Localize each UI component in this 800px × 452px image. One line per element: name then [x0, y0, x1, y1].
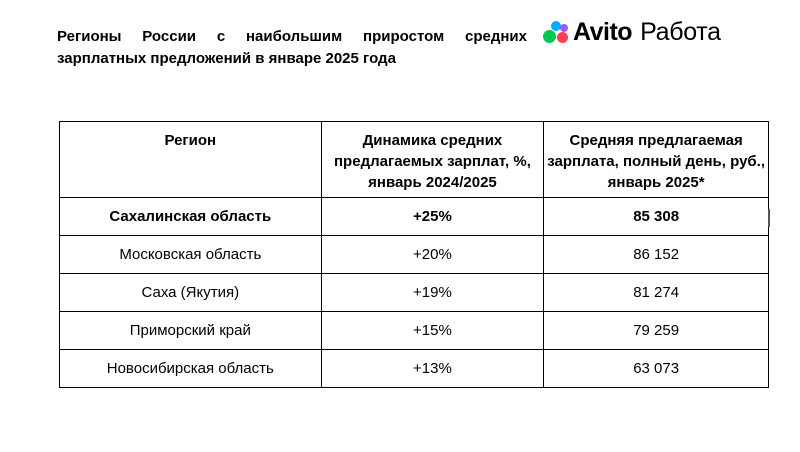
table-row: Приморский край +15% 79 259	[59, 311, 769, 350]
cell-dynamics: +15%	[320, 311, 545, 350]
page-title: Регионы России с наибольшим приростом ср…	[57, 28, 527, 67]
header-region: Регион	[59, 121, 322, 198]
table-row: Московская область +20% 86 152	[59, 235, 769, 274]
avito-dots-icon	[543, 19, 569, 45]
cell-dynamics: +25%	[320, 197, 545, 236]
cell-region: Новосибирская область	[59, 349, 322, 388]
cell-dynamics: +20%	[320, 235, 545, 274]
cell-region: Сахалинская область	[59, 197, 322, 236]
avito-rabota-logo: Avito Работа	[543, 16, 721, 48]
table-header-row: Регион Динамика средних предлагаемых зар…	[59, 121, 769, 198]
logo-brand: Avito	[573, 17, 633, 46]
logo-dot-red	[557, 32, 568, 43]
logo-dot-green	[543, 30, 556, 43]
cell-salary: 81 274	[543, 273, 769, 312]
header-salary: Средняя предлагаемая зарплата, полный де…	[543, 121, 769, 198]
cell-salary: 85 308	[543, 197, 769, 236]
logo-product: Работа	[640, 17, 721, 46]
cell-region: Саха (Якутия)	[59, 273, 322, 312]
cell-region: Московская область	[59, 235, 322, 274]
text-cursor-mark	[768, 209, 770, 227]
cell-salary: 79 259	[543, 311, 769, 350]
cell-salary: 63 073	[543, 349, 769, 388]
cell-dynamics: +19%	[320, 273, 545, 312]
header-dynamics: Динамика средних предлагаемых зарплат, %…	[320, 121, 545, 198]
logo-dot-blue	[551, 21, 561, 31]
table-row: Саха (Якутия) +19% 81 274	[59, 273, 769, 312]
cell-dynamics: +13%	[320, 349, 545, 388]
cell-region: Приморский край	[59, 311, 322, 350]
table-row: Новосибирская область +13% 63 073	[59, 349, 769, 388]
table-row: Сахалинская область +25% 85 308	[59, 197, 769, 236]
salary-table: Регион Динамика средних предлагаемых зар…	[59, 121, 769, 388]
cell-salary: 86 152	[543, 235, 769, 274]
logo-dot-purple	[560, 24, 568, 32]
